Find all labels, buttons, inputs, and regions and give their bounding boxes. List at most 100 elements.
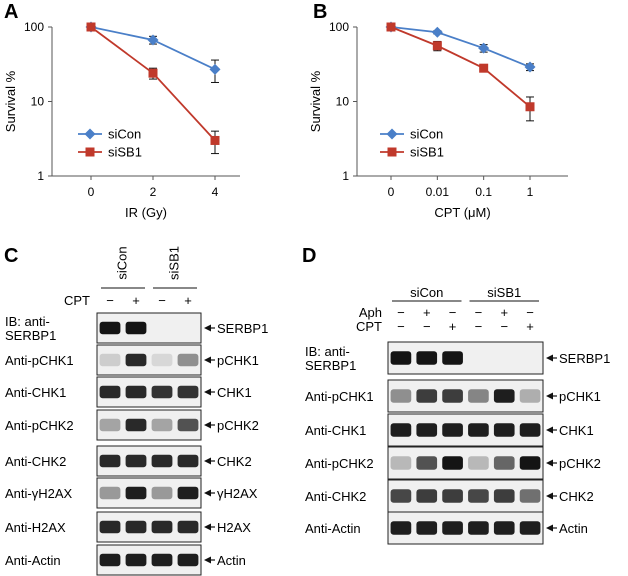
blot-band	[493, 389, 515, 403]
antibody-label: Anti-pCHK2	[5, 418, 74, 433]
band-label-CHK2: CHK2	[217, 454, 252, 469]
blot-band	[416, 456, 438, 470]
blot-band	[151, 454, 173, 468]
blot-band	[519, 389, 541, 403]
group-label-siSB1: siSB1	[487, 285, 521, 300]
band-label-SERBP1: SERBP1	[559, 351, 610, 366]
blot-band	[177, 454, 199, 468]
data-point	[525, 102, 535, 112]
x-axis-label: CPT (μM)	[434, 205, 490, 220]
blot-band	[151, 486, 173, 500]
band-label-SERBP1: SERBP1	[217, 321, 268, 336]
blot-band	[468, 489, 489, 503]
band-arrow	[204, 324, 211, 332]
band-label-Actin: Actin	[217, 553, 246, 568]
blot-band	[99, 520, 121, 534]
legend-marker	[386, 128, 398, 140]
x-tick-label: 0	[388, 185, 395, 199]
y-tick-label: 1	[342, 169, 349, 183]
data-point	[147, 34, 159, 46]
blot-band	[416, 389, 438, 403]
band-arrow	[204, 388, 211, 396]
band-label-CHK1: CHK1	[217, 385, 252, 400]
blot-band	[99, 321, 121, 335]
blot-band	[177, 553, 199, 567]
band-label-H2AX: H2AX	[217, 520, 251, 535]
blot-band	[125, 520, 147, 534]
panel-letter-c: C	[4, 245, 18, 267]
blot-band	[416, 521, 438, 535]
blot-band	[99, 454, 121, 468]
blot-band	[416, 489, 438, 503]
treatment-label-Aph: Aph	[359, 305, 382, 320]
blot-band	[177, 385, 199, 399]
antibody-label: Anti-pCHK1	[305, 389, 374, 404]
band-arrow	[204, 489, 211, 497]
blot-band	[493, 489, 515, 503]
blot-band	[151, 353, 173, 367]
y-tick-label: 1	[37, 169, 44, 183]
chart-panel-a: 1 10 100 0 2 4 IR (Gy) Survival % siCon siSB1	[3, 20, 240, 220]
panel-letter-b: B	[313, 1, 327, 23]
data-point	[432, 41, 442, 51]
blot-band	[99, 486, 121, 500]
antibody-label: Anti-pCHK1	[5, 353, 74, 368]
blot-band	[125, 418, 147, 432]
blot-band	[125, 454, 147, 468]
band-arrow	[546, 459, 553, 467]
legend-marker	[85, 147, 95, 157]
blot-band	[519, 456, 541, 470]
blot-band	[493, 456, 515, 470]
x-tick-label: 0.1	[475, 185, 492, 199]
data-point	[479, 63, 489, 73]
legend-label: siSB1	[108, 145, 142, 160]
data-point	[148, 68, 158, 78]
y-tick-label: 100	[329, 20, 349, 34]
y-tick-label: 10	[336, 95, 350, 109]
band-label-pCHK2: pCHK2	[559, 456, 601, 471]
antibody-label: Anti-CHK2	[305, 489, 366, 504]
band-arrow	[546, 354, 553, 362]
data-point	[210, 135, 220, 145]
blot-band	[390, 521, 412, 535]
treatment-sign: +	[132, 293, 140, 308]
treatment-sign: −	[475, 319, 483, 334]
blot-band	[390, 456, 412, 470]
blot-strip	[387, 413, 544, 447]
y-tick-label: 10	[31, 95, 45, 109]
legend-label: siCon	[108, 127, 141, 142]
antibody-label: Anti-Actin	[5, 553, 61, 568]
treatment-sign: −	[397, 305, 405, 320]
blot-band	[125, 385, 147, 399]
band-label-CHK2: CHK2	[559, 489, 594, 504]
treatment-sign: −	[500, 319, 508, 334]
treatment-sign: +	[500, 305, 508, 320]
legend-label: siCon	[410, 127, 443, 142]
band-label-pCHK2: pCHK2	[217, 418, 259, 433]
data-point	[478, 42, 490, 54]
blot-band	[151, 418, 173, 432]
antibody-label: Anti-H2AX	[5, 520, 66, 535]
band-arrow	[546, 426, 553, 434]
group-label-siCon: siCon	[114, 246, 129, 279]
treatment-label-CPT: CPT	[64, 293, 90, 308]
blot-band	[390, 351, 412, 365]
antibody-label: IB: anti-	[5, 314, 50, 329]
x-axis-label: IR (Gy)	[125, 205, 167, 220]
series-line-siCon	[90, 26, 216, 71]
band-label-pCHK1: pCHK1	[217, 353, 259, 368]
antibody-label: Anti-CHK1	[5, 385, 66, 400]
blot-band	[177, 418, 199, 432]
chart-panel-b: 1 10 100 0 0.01 0.1 1 CPT (μM) Survival % siCon si…	[308, 20, 568, 220]
blot-band	[493, 521, 515, 535]
treatment-sign: −	[158, 293, 166, 308]
blot-band	[442, 456, 463, 470]
x-tick-label: 2	[150, 185, 157, 199]
panel-letter-d: D	[302, 245, 316, 267]
treatment-sign: +	[184, 293, 192, 308]
blot-band	[390, 423, 412, 437]
blot-band	[99, 385, 121, 399]
blot-band	[493, 423, 515, 437]
